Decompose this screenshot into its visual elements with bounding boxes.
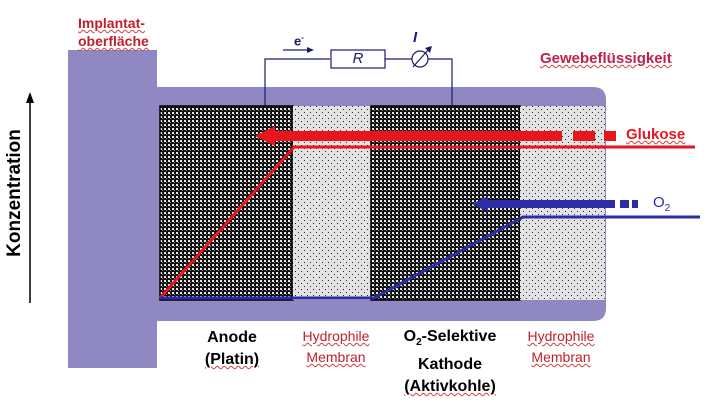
anode-label-line1: Anode [207,329,257,346]
membrane2-label: Hydrophile Membran [515,326,607,368]
tissue-fluid-label: Gewebeflüssigkeit [540,50,672,67]
oxygen-symbol: O [653,194,665,211]
cathode-label-line1: O2-Selektive [385,326,515,354]
electron-charge: - [301,33,304,42]
implant-label-line2: oberfläche [78,33,149,49]
implant-surface-bar [68,50,157,368]
axis-arrowhead-icon [26,92,34,103]
oxygen-flux-arrow [472,196,638,212]
ammeter-arrowhead-icon [425,46,432,53]
membrane2-label-line1: Hydrophile [527,328,595,344]
implant-surface-label: Implantat- oberfläche [78,14,149,50]
oxygen-label: O2 [653,194,670,214]
anode-label: Anode (Platin) [180,327,284,371]
membrane1-label-line1: Hydrophile [302,328,370,344]
glucose-label: Glukose [626,126,686,143]
current-label: I [413,29,418,46]
glucose-flux-arrow [255,126,616,146]
anode-label-line2: (Platin) [204,351,260,368]
implant-label-line1: Implantat- [78,15,145,31]
resistor-label: R [352,50,364,67]
membrane1-label: Hydrophile Membran [290,326,382,368]
electron-symbol: e [294,33,302,49]
concentration-axis-label: Konzentration [4,129,25,257]
cathode-o-subscript: 2 [416,337,422,349]
electron-arrow-icon [307,47,314,53]
oxygen-concentration-line [160,215,700,300]
electron-label: e- [294,33,304,48]
cathode-selective: -Selektive [421,328,497,345]
membrane2-label-line2: Membran [531,349,591,365]
oxygen-subscript: 2 [664,203,671,214]
membrane1-label-line2: Membran [306,349,366,365]
cathode-label: O2-Selektive Kathode (Aktivkohle) [385,326,515,398]
cathode-label-line3: (Aktivkohle) [404,378,496,396]
external-circuit [264,48,453,106]
glucose-concentration-line [158,145,695,299]
cathode-o: O [403,328,417,345]
cathode-label-line2: Kathode [418,356,482,374]
